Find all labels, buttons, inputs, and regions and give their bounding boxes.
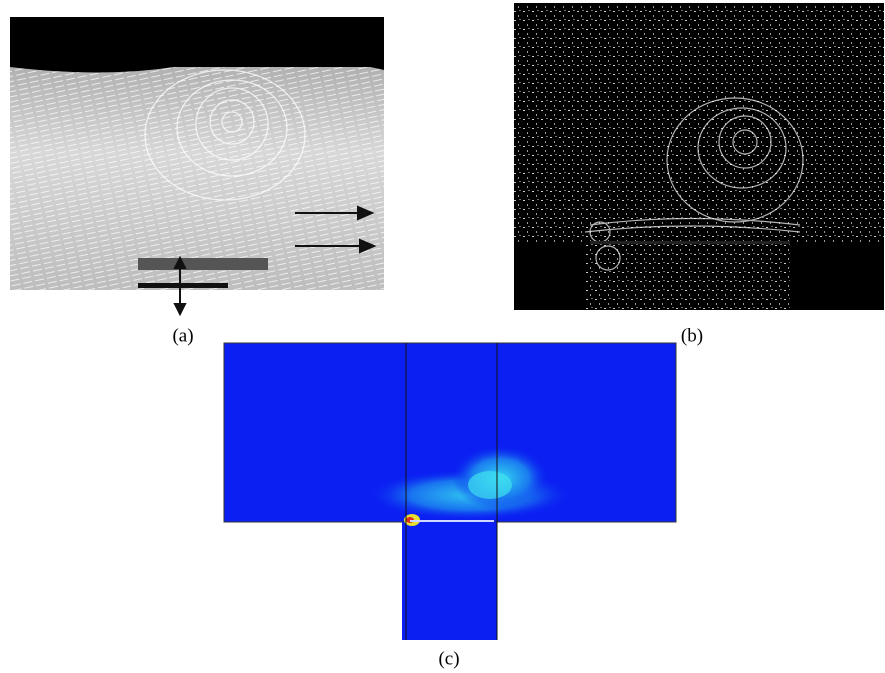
panel-c-image — [223, 342, 677, 640]
panel-label: (c) — [438, 648, 459, 669]
panel-b-image — [514, 3, 884, 310]
panel-label: (a) — [172, 325, 193, 346]
panel-label: (b) — [681, 325, 703, 346]
panel-a-image — [10, 17, 384, 317]
